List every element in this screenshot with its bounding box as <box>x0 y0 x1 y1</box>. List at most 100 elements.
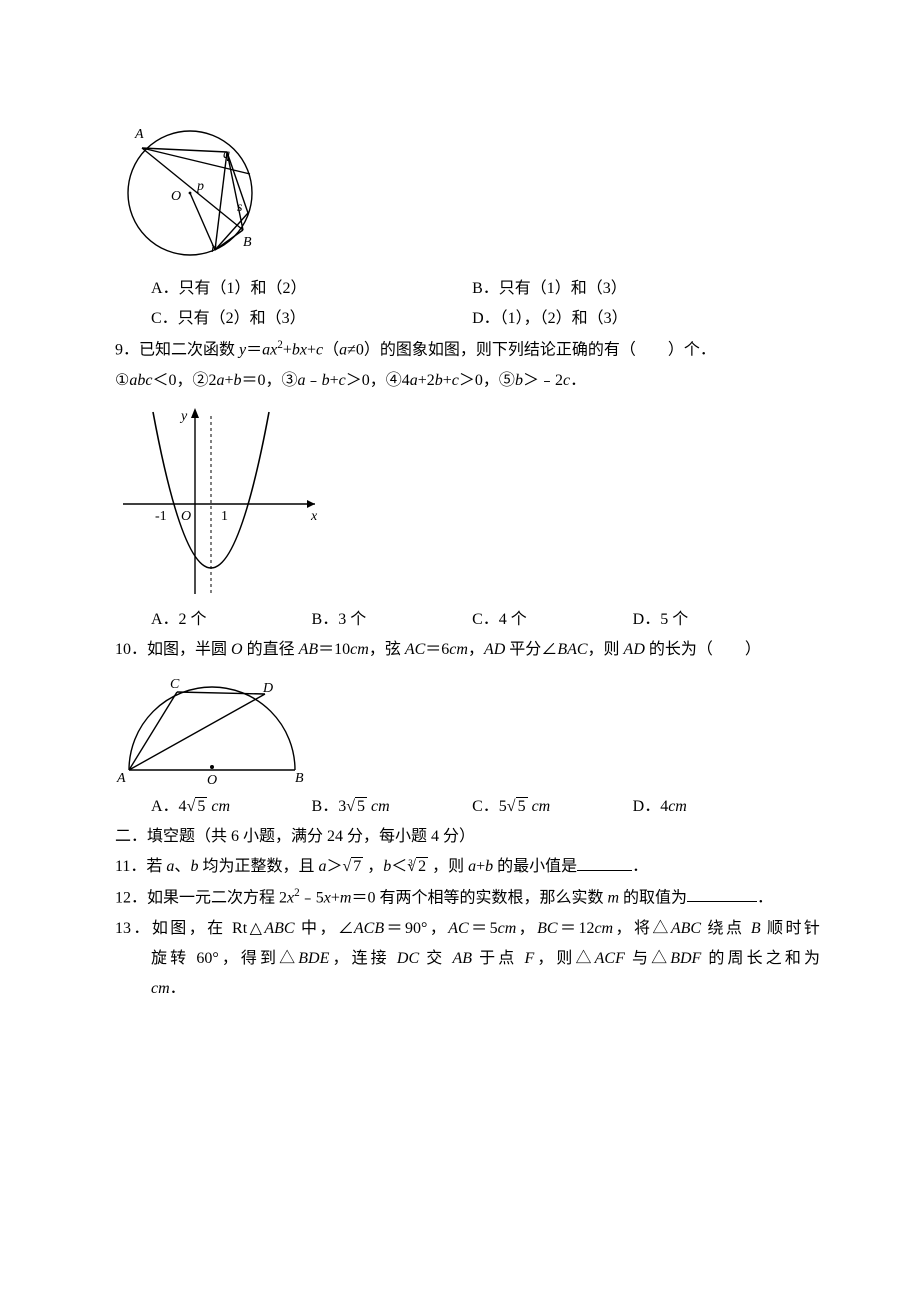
q13-AB2: AB <box>452 950 472 967</box>
q10-c1: ，弦 <box>369 641 405 658</box>
svg-text:O: O <box>207 773 217 786</box>
q10b-cm: cm <box>367 798 390 815</box>
q13-DC: DC <box>397 950 419 967</box>
q11-pre: 11．若 <box>115 858 166 875</box>
svg-text:B: B <box>295 771 304 786</box>
q10-AC: AC <box>405 641 425 658</box>
q13-line3: cm． <box>151 974 820 1004</box>
q11-m1: 、 <box>174 858 190 875</box>
q10a-rad: 5 <box>195 797 207 815</box>
q10-opt-a: A．45 cm <box>151 792 312 822</box>
q9-c3m: ﹣ <box>306 372 322 389</box>
q10-O: O <box>231 641 243 658</box>
q9-c4b: b <box>435 372 443 389</box>
q8-opt-d: D．（1），（2）和（3） <box>472 304 793 334</box>
q13-line2: 旋转 60°，得到△BDE，连接 DC 交 AB 于点 F，则△ACF 与△BD… <box>151 944 820 974</box>
q11-m3: ， <box>363 858 383 875</box>
q13-l2e: 的周长之和为 <box>701 950 820 967</box>
q13-l1m6: ，将△ <box>613 920 671 937</box>
q8-svg: A q O p s r B <box>115 118 265 268</box>
q13-l2m1: ，连接 <box>329 950 397 967</box>
q9-opt-d: D．5 个 <box>633 605 794 635</box>
q10-p1: 10．如图，半圆 <box>115 641 231 658</box>
q10c-cm: cm <box>528 798 551 815</box>
q11-lt: ＜ <box>391 858 407 875</box>
q11-m4: ，则 <box>428 858 468 875</box>
q9-c4p1: +2 <box>418 372 435 389</box>
q13-l1m5: ＝12 <box>558 920 595 937</box>
q13-l1m3: ＝5 <box>469 920 498 937</box>
svg-text:D: D <box>262 681 273 696</box>
q9-stem: 9．已知二次函数 y＝ax2+bx+c（a≠0）的图象如图，则下列结论正确的有（… <box>115 335 820 366</box>
svg-text:y: y <box>179 409 188 424</box>
q9-c1: ① <box>115 372 129 389</box>
svg-text:A: A <box>116 771 126 786</box>
q13-l1m4: ， <box>516 920 537 937</box>
q10c-pre: C．5 <box>472 798 507 815</box>
q13-line1: 13．如图，在 Rt△ABC 中，∠ACB＝90°，AC＝5cm，BC＝12cm… <box>115 914 820 944</box>
q11-per: ． <box>632 858 648 875</box>
q9-svg: -1 1 O x y <box>115 404 325 599</box>
q13-ABC2: ABC <box>671 920 701 937</box>
q11-stem: 11．若 a、b 均为正整数，且 a＞7 ，b＜32 ，则 a+b 的最小值是． <box>115 852 820 882</box>
q11-gt: ＞ <box>326 858 342 875</box>
svg-text:q: q <box>223 147 230 162</box>
q10-cm1: cm <box>350 641 369 658</box>
q9-c1s: ＜0， <box>152 372 192 389</box>
q11-end: 的最小值是 <box>493 858 577 875</box>
q13-cm2: cm <box>594 920 613 937</box>
q13-ACB: ACB <box>354 920 384 937</box>
q13-cm1: cm <box>498 920 517 937</box>
q13-l1m2: ＝90°， <box>384 920 448 937</box>
q13-l1m1: 中，∠ <box>295 920 354 937</box>
q12-m2: + <box>331 889 340 906</box>
q9-ne: ≠0）的图象如图，则下列结论正确的有（ ）个． <box>347 341 716 358</box>
q10b-pre: B．3 <box>312 798 347 815</box>
sqrt-icon: 7 <box>342 852 363 882</box>
q9-bx: bx <box>292 341 307 358</box>
q10-e1: ＝10 <box>318 641 350 658</box>
q9-c2: ②2 <box>192 372 216 389</box>
q12-pre: 12．如果一元二次方程 2 <box>115 889 287 906</box>
q9-c4: ④4 <box>386 372 410 389</box>
q9-c2s: ＝0， <box>242 372 282 389</box>
svg-text:p: p <box>196 179 204 194</box>
q9-p2: + <box>307 341 316 358</box>
q9-figure: -1 1 O x y <box>115 404 820 599</box>
q12-m1: ﹣5 <box>300 889 324 906</box>
q10d-cm: cm <box>668 798 687 815</box>
q13-l1m7: 绕点 <box>701 920 751 937</box>
q10b-rad: 5 <box>355 797 367 815</box>
q9-c5b: b <box>515 372 523 389</box>
q10-AD: AD <box>484 641 505 658</box>
q11-b3: b <box>485 858 493 875</box>
q9-a: a <box>339 341 347 358</box>
q10-figure: A B C D O <box>115 674 820 786</box>
section2-title: 二．填空题（共 6 小题，满分 24 分，每小题 4 分） <box>115 822 820 852</box>
q9-c5c: c <box>563 372 570 389</box>
svg-text:1: 1 <box>221 509 228 524</box>
q8-opt-a: A．只有（1）和（2） <box>151 274 472 304</box>
svg-text:O: O <box>171 189 181 204</box>
q10-svg: A B C D O <box>115 674 315 786</box>
q9-conds: ①abc＜0，②2a+b＝0，③a﹣b+c＞0，④4a+2b+c＞0，⑤b＞﹣2… <box>115 366 820 396</box>
q12-blank <box>687 886 757 902</box>
q10-AD2: AD <box>624 641 645 658</box>
q13-l2p: 旋转 60°，得到△ <box>151 950 298 967</box>
q13-l1e: 顺时针 <box>761 920 820 937</box>
sqrt-icon: 5 <box>187 792 208 822</box>
q9-c1t: abc <box>129 372 152 389</box>
q13-F: F <box>524 950 534 967</box>
q10-m1: 的直径 <box>243 641 299 658</box>
q10-m4: 的长为（ ） <box>645 641 761 658</box>
q11-blank <box>577 855 632 871</box>
q10a-cm: cm <box>207 798 230 815</box>
q9-eq: ＝ <box>246 341 262 358</box>
q10-cm2: cm <box>449 641 468 658</box>
q13-ABC: ABC <box>264 920 294 937</box>
svg-text:-1: -1 <box>155 509 167 524</box>
svg-text:A: A <box>134 127 144 142</box>
q9-ax: ax <box>262 341 277 358</box>
q9-lp: （ <box>323 341 339 358</box>
q9-stem-prefix: 9．已知二次函数 <box>115 341 239 358</box>
